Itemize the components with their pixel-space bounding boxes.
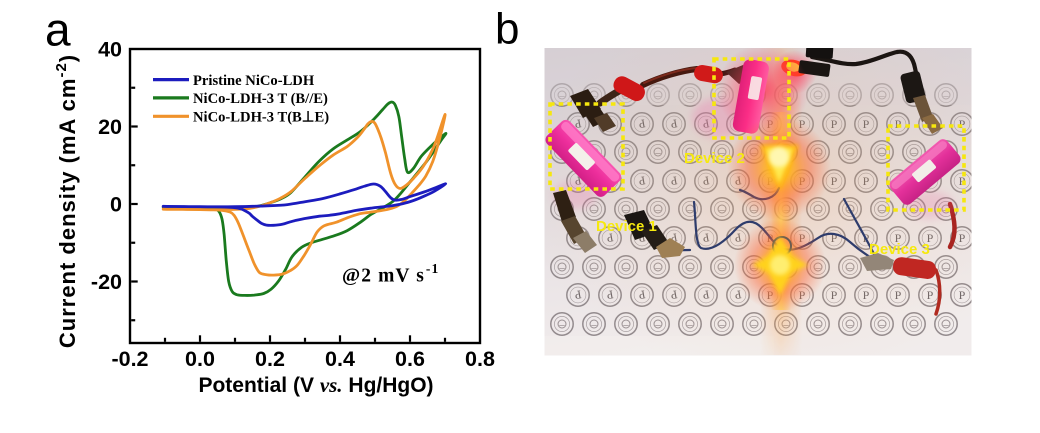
svg-text:0.4: 0.4 xyxy=(325,347,355,371)
svg-text:-0.2: -0.2 xyxy=(111,347,148,371)
svg-text:-20: -20 xyxy=(91,270,122,294)
svg-text:Device 3: Device 3 xyxy=(869,241,930,258)
svg-text:NiCo-LDH-3 T (B//E): NiCo-LDH-3 T (B//E) xyxy=(193,91,328,107)
svg-text:0.0: 0.0 xyxy=(185,347,215,371)
svg-text:Device 2: Device 2 xyxy=(684,150,745,167)
svg-text:b: b xyxy=(495,5,519,54)
svg-text:0.2: 0.2 xyxy=(255,347,285,371)
svg-text:40: 40 xyxy=(98,38,122,62)
svg-text:20: 20 xyxy=(98,115,122,139)
svg-text:0.8: 0.8 xyxy=(465,347,495,371)
svg-text:Device 1: Device 1 xyxy=(596,218,657,235)
svg-text:Current density (mA cm-2): Current density (mA cm-2) xyxy=(53,54,80,348)
svg-text:a: a xyxy=(45,4,71,56)
svg-text:Potential (V vs. Hg/HgO): Potential (V vs. Hg/HgO) xyxy=(198,373,433,397)
svg-text:0: 0 xyxy=(110,193,122,217)
svg-text:@2 mV s-1: @2 mV s-1 xyxy=(342,261,439,287)
svg-text:0.6: 0.6 xyxy=(395,347,425,371)
svg-text:NiCo-LDH-3 T(B⊥E): NiCo-LDH-3 T(B⊥E) xyxy=(193,110,329,126)
svg-text:Pristine NiCo-LDH: Pristine NiCo-LDH xyxy=(193,73,315,89)
